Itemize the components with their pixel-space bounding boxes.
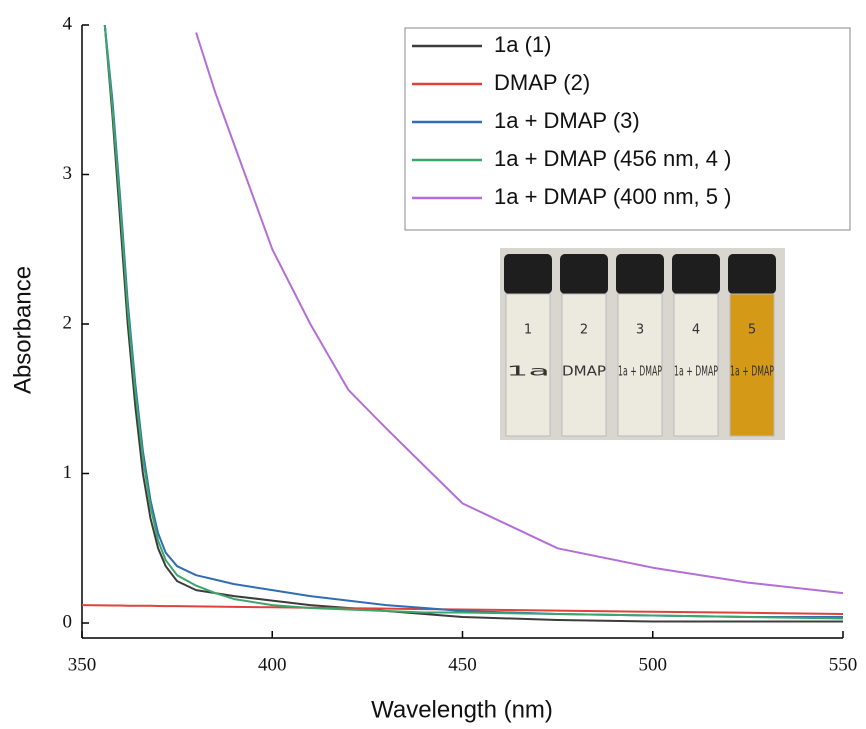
vial-body xyxy=(729,293,775,437)
vial-label: DMAP xyxy=(562,365,606,380)
vial-cap xyxy=(616,254,664,294)
vial-body xyxy=(505,293,551,437)
series-line xyxy=(103,25,843,620)
vial-body xyxy=(561,293,607,437)
vial-number: 4 xyxy=(692,323,700,338)
legend-label: DMAP (2) xyxy=(494,70,590,95)
y-tick-label: 0 xyxy=(63,611,73,632)
vial-number: 2 xyxy=(580,323,588,338)
y-tick-label: 1 xyxy=(63,462,73,483)
y-tick-label: 4 xyxy=(63,13,73,34)
plot-lines xyxy=(82,25,843,623)
y-axis-title: Absorbance xyxy=(9,266,36,394)
x-tick-label: 550 xyxy=(829,654,858,675)
x-tick-label: 350 xyxy=(68,654,97,675)
series-line xyxy=(195,32,843,595)
vial-cap xyxy=(504,254,552,294)
x-tick-label: 400 xyxy=(258,654,287,675)
x-axis-title: Wavelength (nm) xyxy=(371,696,553,723)
vial-label: 1a + DMAP xyxy=(618,365,662,380)
legend xyxy=(404,27,851,231)
legend-label: 1a + DMAP (456 nm, 4 ) xyxy=(494,146,731,171)
vial-cap xyxy=(728,254,776,294)
x-tick-label: 500 xyxy=(639,654,668,675)
y-tick-label: 3 xyxy=(63,163,73,184)
vial-label: 1a + DMAP xyxy=(674,365,718,380)
vial-number: 1 xyxy=(524,323,532,338)
vial-body xyxy=(617,293,663,437)
vial-body xyxy=(673,293,719,437)
series-line xyxy=(82,604,843,615)
y-tick-label: 2 xyxy=(63,312,73,333)
legend-label: 1a + DMAP (3) xyxy=(494,108,640,133)
vial-number: 3 xyxy=(636,323,644,338)
legend-label: 1a (1) xyxy=(494,32,551,57)
vial-label: 1a xyxy=(506,365,550,380)
x-tick-label: 450 xyxy=(448,654,477,675)
legend-label: 1a + DMAP (400 nm, 5 ) xyxy=(494,184,731,209)
vial-number: 5 xyxy=(748,323,756,338)
vial-cap xyxy=(560,254,608,294)
vial-label: 1a + DMAP xyxy=(730,365,774,380)
vial-cap xyxy=(672,254,720,294)
